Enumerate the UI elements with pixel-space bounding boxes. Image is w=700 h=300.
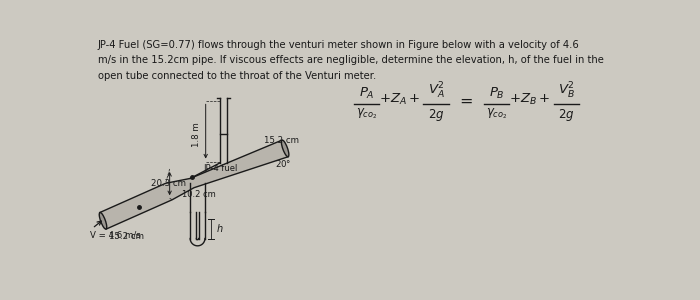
Text: open tube connected to the throat of the Venturi meter.: open tube connected to the throat of the… xyxy=(97,70,376,81)
Text: $P_A$: $P_A$ xyxy=(358,85,375,101)
Polygon shape xyxy=(99,140,288,229)
Text: $V_A^2$: $V_A^2$ xyxy=(428,81,444,101)
Text: $V_B^2$: $V_B^2$ xyxy=(558,81,575,101)
Text: V = 4.6 m/s: V = 4.6 m/s xyxy=(90,231,141,240)
Text: JP-4 Fuel (SG=0.77) flows through the venturi meter shown in Figure below with a: JP-4 Fuel (SG=0.77) flows through the ve… xyxy=(97,40,580,50)
Ellipse shape xyxy=(281,140,289,157)
Text: 20$°$: 20$°$ xyxy=(275,158,291,169)
Text: 1.8 m: 1.8 m xyxy=(192,122,201,146)
Text: m/s in the 15.2cm pipe. If viscous effects are negligible, determine the elevati: m/s in the 15.2cm pipe. If viscous effec… xyxy=(97,55,603,65)
Text: 20.3 cm: 20.3 cm xyxy=(151,179,186,188)
Text: $+Z_A+$: $+Z_A+$ xyxy=(379,92,419,107)
Text: 10.2 cm: 10.2 cm xyxy=(182,190,216,199)
Text: 15.2 cm: 15.2 cm xyxy=(264,136,299,145)
Text: $\gamma_{co_2}$: $\gamma_{co_2}$ xyxy=(486,107,508,122)
Text: $2g$: $2g$ xyxy=(558,107,575,123)
Text: JP-4 fuel: JP-4 fuel xyxy=(204,164,238,173)
Text: $+Z_B+$: $+Z_B+$ xyxy=(509,92,550,107)
Text: $=$: $=$ xyxy=(456,92,473,107)
Ellipse shape xyxy=(99,212,107,229)
Text: $\gamma_{co_2}$: $\gamma_{co_2}$ xyxy=(356,107,377,122)
Text: $P_B$: $P_B$ xyxy=(489,85,505,101)
Text: 15.2 cm: 15.2 cm xyxy=(109,232,144,241)
Text: $2g$: $2g$ xyxy=(428,107,444,123)
Text: h: h xyxy=(216,224,223,234)
